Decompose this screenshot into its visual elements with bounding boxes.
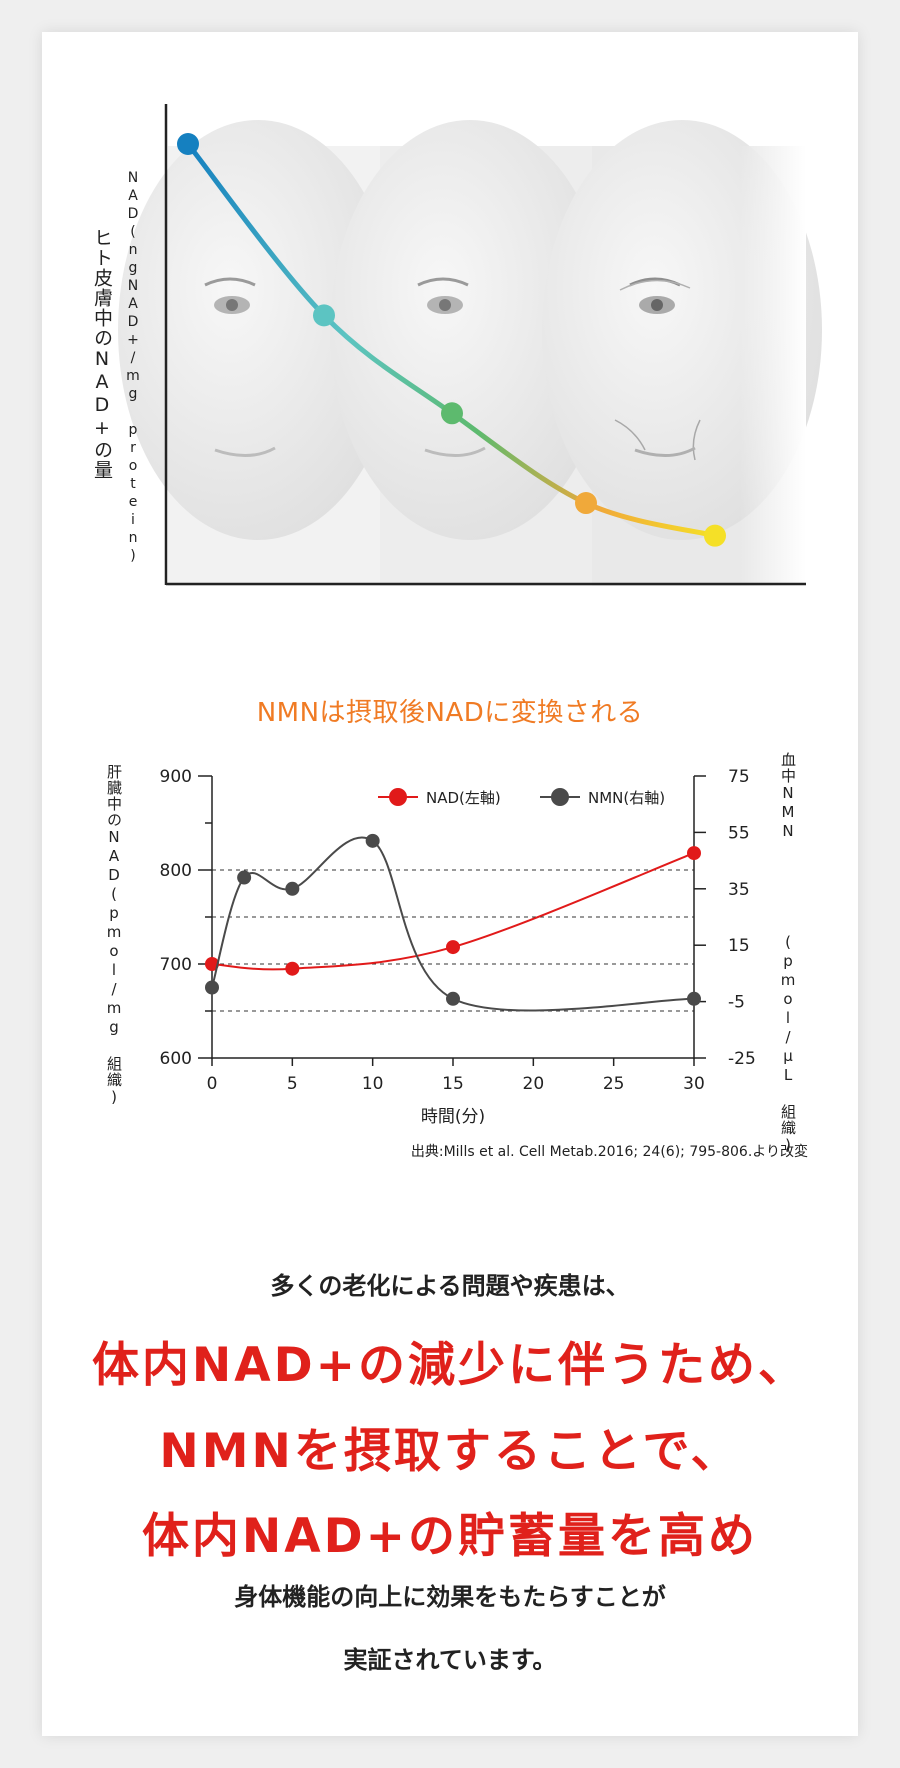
chart1-point xyxy=(704,524,726,547)
chart2-title: NMNは摂取後NADに変換される xyxy=(256,698,644,728)
chart1-point xyxy=(177,133,199,155)
chart2-y2-tick-label: -5 xyxy=(728,993,745,1013)
chart2-y2-tick-label: 75 xyxy=(728,767,750,787)
headline-line-3: 体内NAD+の貯蓄量を高め xyxy=(141,1509,759,1564)
chart2-point-nad xyxy=(446,940,460,955)
face-fade xyxy=(740,146,806,586)
chart2-point-nad xyxy=(205,957,219,971)
chart2-point-nad xyxy=(285,961,300,976)
chart2-y-tick-label: 700 xyxy=(160,955,192,975)
body-text-1: 身体機能の向上に効果をもたらすことが xyxy=(234,1583,666,1611)
chart2-point-nad xyxy=(687,846,701,861)
chart1-point xyxy=(313,304,335,327)
face-middle-image xyxy=(330,120,610,586)
intro-text: 多くの老化による問題や疾患は、 xyxy=(270,1272,630,1300)
chart1-point xyxy=(441,402,463,425)
chart2-y-tick-label: 600 xyxy=(160,1049,192,1069)
legend-label-nad: NAD(左軸) xyxy=(426,789,501,807)
legend-item-nmn: NMN(右軸) xyxy=(540,788,665,807)
chart2-y-axis-label: 肝臓中のNAD(pmol/mg 組織) xyxy=(105,764,123,1107)
chart2-y2-tick-label: 35 xyxy=(728,880,750,900)
chart2-x-tick-label: 20 xyxy=(523,1074,545,1094)
chart2-x-tick-label: 0 xyxy=(207,1074,218,1094)
legend-item-nad: NAD(左軸) xyxy=(378,788,501,807)
skin-nad-chart xyxy=(118,104,822,586)
chart2-point-nmn xyxy=(285,881,300,896)
chart2-point-nmn xyxy=(446,991,460,1006)
chart1-y-axis-label: ヒト皮膚中のNAD+の量 xyxy=(91,228,113,480)
chart2-point-nmn xyxy=(365,833,380,848)
chart2-x-tick-label: 30 xyxy=(683,1074,705,1094)
nmn-nad-chart: 600 700 800 900 75 55 35 15 -5 -25 0 5 10 15 20 25 30 NA… xyxy=(160,767,756,1127)
chart2-y2-tick-label: 15 xyxy=(728,936,750,956)
chart2-y2-axis-unit: (pmol/μL 組織) xyxy=(779,933,797,1155)
chart2-legend: NAD(左軸) NMN(右軸) xyxy=(378,788,665,807)
chart2-point-nmn xyxy=(205,980,219,995)
chart2-y2-tick-label: -25 xyxy=(728,1049,756,1069)
legend-label-nmn: NMN(右軸) xyxy=(588,789,665,807)
chart1-y-axis-unit: NAD(ngNAD+/mg protein) xyxy=(125,170,141,566)
chart2-y2-tick-label: 55 xyxy=(728,823,750,843)
chart2-x-tick-label: 5 xyxy=(287,1074,298,1094)
chart2-x-tick-label: 10 xyxy=(362,1074,384,1094)
chart2-y-tick-label: 900 xyxy=(160,767,192,787)
chart2-series-line-nmn xyxy=(211,836,695,1012)
chart2-point-nmn xyxy=(237,870,252,885)
body-text-2: 実証されています。 xyxy=(343,1646,557,1674)
source-citation: 出典:Mills et al. Cell Metab.2016; 24(6); … xyxy=(410,1144,808,1160)
chart2-x-axis-label: 時間(分) xyxy=(421,1107,485,1127)
chart2-point-nmn xyxy=(687,991,701,1006)
chart2-series-line-nad xyxy=(211,852,695,971)
chart2-y-tick-label: 800 xyxy=(160,861,192,881)
headline-line-2: NMNを摂取することで、 xyxy=(159,1424,741,1479)
chart2-x-tick-label: 25 xyxy=(603,1074,625,1094)
chart2-y2-axis-label: 血中NMN xyxy=(779,752,797,841)
headline-line-1: 体内NAD+の減少に伴うため、 xyxy=(91,1338,809,1393)
chart1-point xyxy=(575,492,597,515)
chart2-x-tick-label: 15 xyxy=(442,1074,464,1094)
